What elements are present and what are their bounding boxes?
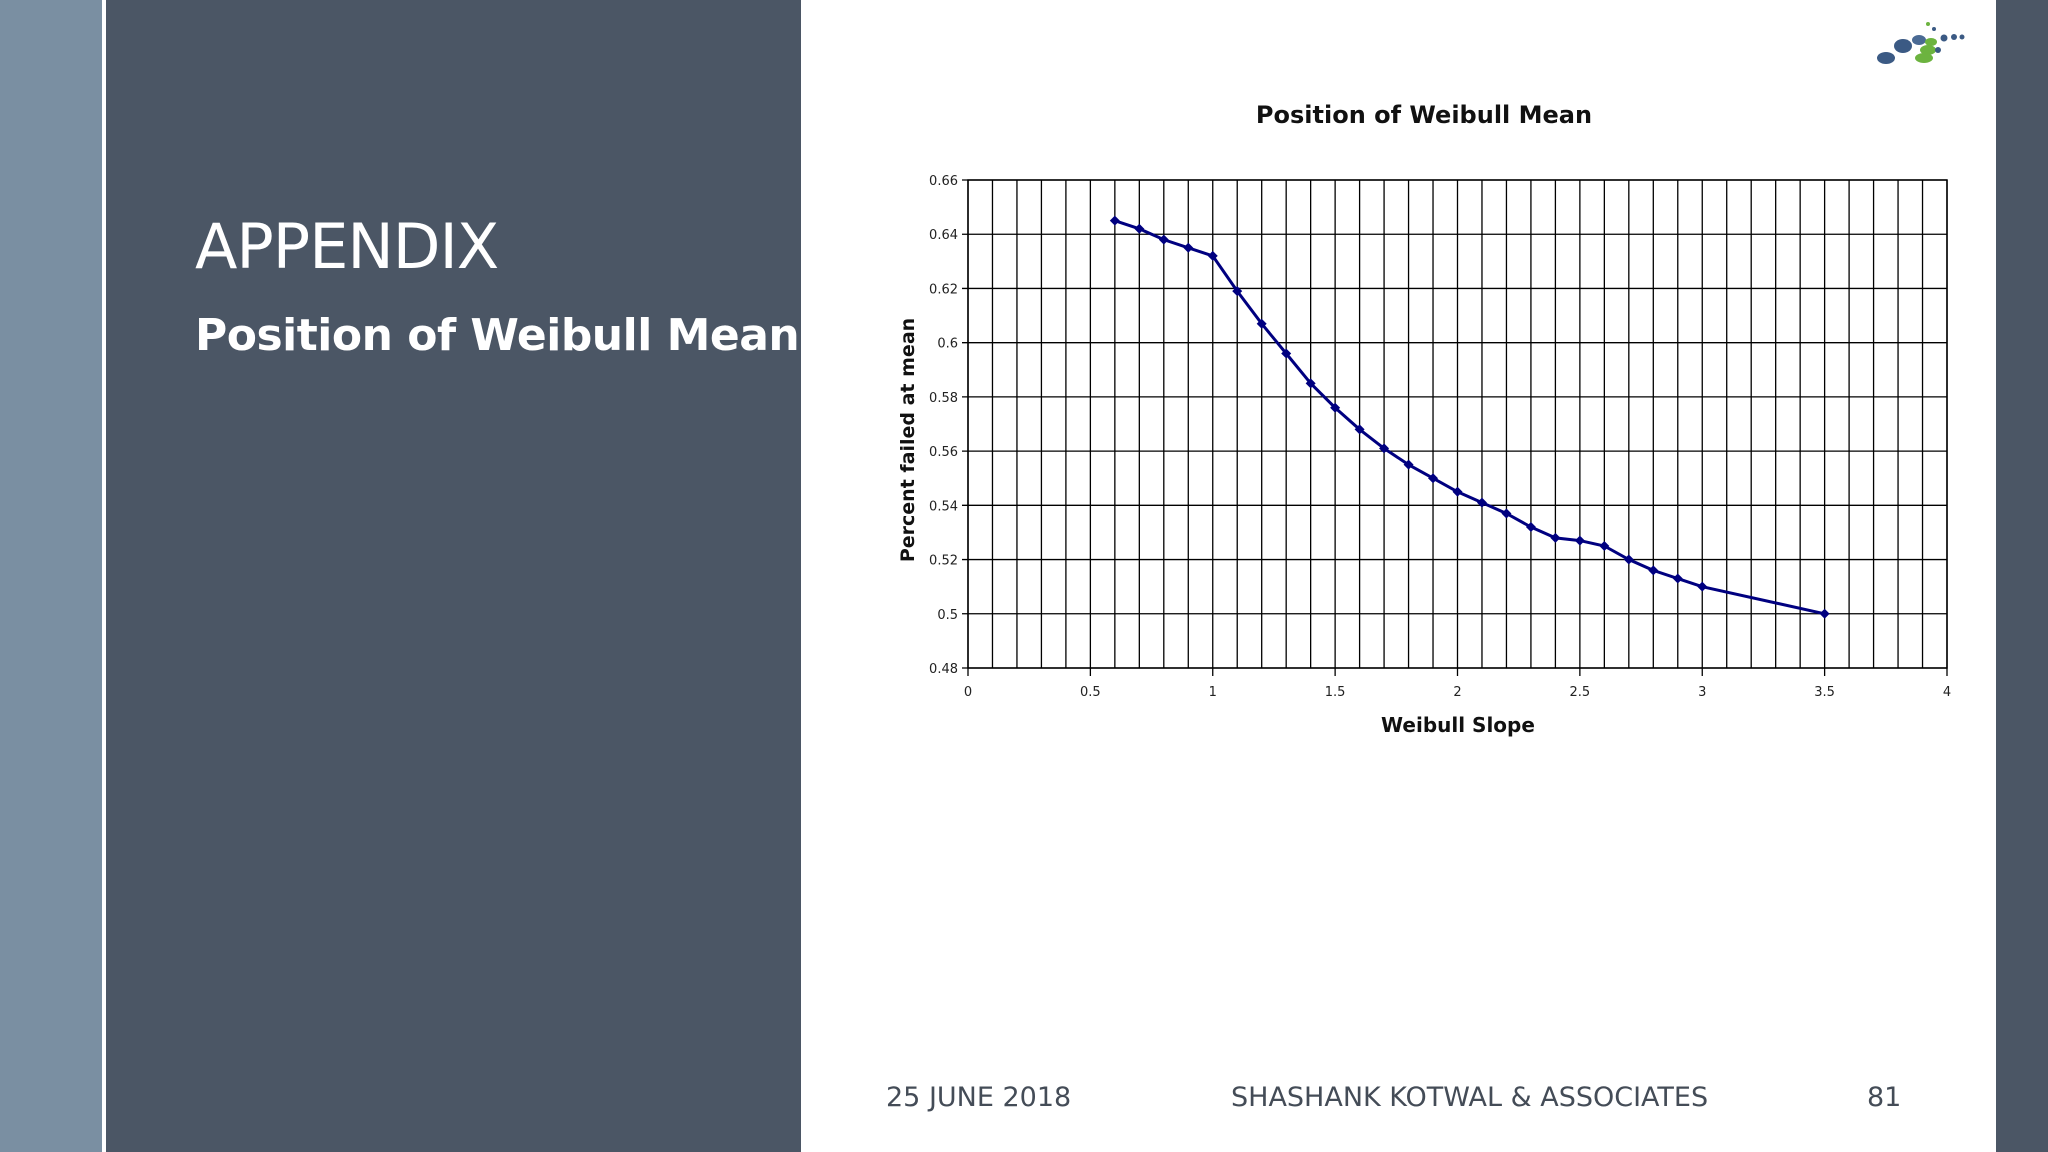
y-tick-label: 0.62	[929, 282, 958, 297]
data-point	[1305, 378, 1316, 389]
data-point	[1379, 443, 1390, 454]
x-tick-label: 0	[964, 685, 972, 700]
chart-tick-labels: 0 0.5 1 1.5 2 2.5 3 3.5 4 0.48 0.5 0.52 0.54 0.56 0.58…	[929, 174, 1951, 700]
data-point	[1256, 318, 1267, 329]
x-tick-label: 1.5	[1325, 685, 1346, 700]
data-point	[1330, 402, 1341, 413]
y-tick-label: 0.6	[937, 337, 958, 352]
y-tick-label: 0.66	[929, 174, 958, 189]
data-point	[1158, 234, 1169, 245]
footer-date: 25 JUNE 2018	[886, 1082, 1072, 1113]
y-tick-label: 0.64	[929, 228, 958, 243]
data-point	[1452, 486, 1463, 497]
x-axis-label: Weibull Slope	[1381, 713, 1535, 737]
x-tick-label: 4	[1943, 685, 1951, 700]
chart-series	[1109, 215, 1830, 619]
data-point	[1428, 473, 1439, 484]
slide-subtitle: Position of Weibull Mean	[195, 310, 800, 361]
weibull-mean-chart: Position of Weibull Mean 0 0.5 1 1.5 2 2.5 3 3.…	[897, 101, 1951, 737]
data-point	[1574, 535, 1585, 546]
left-accent-strip	[0, 0, 102, 1152]
data-point	[1183, 242, 1194, 253]
y-tick-label: 0.58	[929, 391, 958, 406]
data-point	[1501, 508, 1512, 519]
company-logo-icon	[1877, 22, 1965, 64]
x-tick-label: 0.5	[1080, 685, 1101, 700]
data-point	[1648, 565, 1659, 576]
x-tick-label: 3.5	[1814, 685, 1835, 700]
chart-title: Position of Weibull Mean	[1256, 101, 1592, 129]
y-tick-label: 0.48	[929, 662, 958, 677]
y-tick-label: 0.52	[929, 554, 958, 569]
x-tick-label: 3	[1698, 685, 1706, 700]
slide-title: APPENDIX	[195, 210, 499, 283]
data-point	[1207, 250, 1218, 261]
data-point	[1232, 286, 1243, 297]
y-tick-label: 0.56	[929, 445, 958, 460]
data-point	[1819, 608, 1830, 619]
data-point	[1281, 348, 1292, 359]
y-tick-label: 0.54	[929, 499, 958, 514]
data-point	[1550, 532, 1561, 543]
data-point	[1354, 424, 1365, 435]
data-point	[1599, 541, 1610, 551]
footer-organization: SHASHANK KOTWAL & ASSOCIATES	[1231, 1082, 1709, 1113]
data-point	[1525, 522, 1536, 533]
data-point	[1672, 573, 1683, 584]
x-tick-label: 2	[1453, 685, 1461, 700]
y-tick-label: 0.5	[937, 608, 958, 623]
divider-line	[102, 0, 106, 1152]
plot-frame	[967, 179, 1948, 669]
title-panel	[106, 0, 801, 1152]
data-point	[1134, 223, 1145, 234]
data-point	[1109, 215, 1120, 226]
data-point	[1403, 459, 1414, 470]
series-line	[1114, 219, 1825, 616]
footer-page-number: 81	[1867, 1082, 1902, 1113]
x-tick-label: 2.5	[1570, 685, 1591, 700]
y-axis-label: Percent failed at mean	[897, 318, 919, 562]
chart-grid	[962, 179, 1948, 676]
x-tick-label: 1	[1209, 685, 1217, 700]
data-point	[1697, 581, 1708, 592]
right-accent-strip	[1996, 0, 2048, 1152]
data-point	[1476, 497, 1487, 508]
data-point	[1623, 554, 1634, 565]
